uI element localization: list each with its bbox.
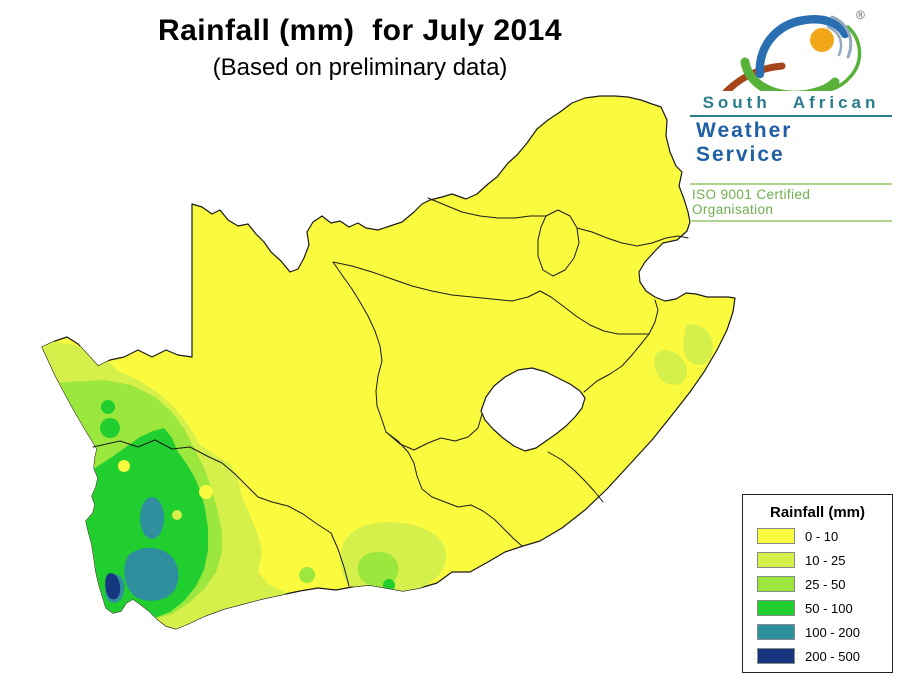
border-northwest-northerncape-freestate <box>332 261 387 433</box>
saws-logo: ® South African Weather Service ISO 9001… <box>690 5 892 222</box>
logo-name-line2: Weather Service <box>696 119 793 166</box>
legend-item: 10 - 25 <box>757 552 892 568</box>
border-western-cape <box>92 439 350 587</box>
border-mpumalanga-kwazulunatal <box>648 299 659 335</box>
legend-swatch-25-50 <box>757 576 795 592</box>
legend-title: Rainfall (mm) <box>769 504 865 521</box>
border-freestate-easterncape <box>385 413 483 451</box>
legend-item: 0 - 10 <box>757 528 892 544</box>
legend-label: 100 - 200 <box>805 624 860 640</box>
border-gauteng <box>537 209 580 277</box>
legend-swatch-50-100 <box>757 600 795 616</box>
legend-swatch-100-200 <box>757 624 795 640</box>
swoosh-green-outer-arc <box>827 25 862 91</box>
rainfall-region-200-500 <box>105 573 121 600</box>
province-borders <box>92 197 689 587</box>
border-freestate-kwazulunatal <box>583 333 650 393</box>
border-easterncape-kwazulunatal <box>547 451 604 503</box>
logo-divider <box>690 115 892 117</box>
legend-item: 200 - 500 <box>757 648 892 664</box>
border-limpopo-south <box>427 197 689 247</box>
swoosh-gray-outer-arc <box>830 15 853 59</box>
legend-label: 25 - 50 <box>805 576 846 592</box>
legend-swatch-0-10 <box>757 528 795 544</box>
rainfall-low-spots <box>118 460 213 520</box>
iso-certification-text: ISO 9001 Certified Organisation <box>692 187 811 217</box>
swoosh-blue-arc <box>755 15 850 79</box>
legend-label: 10 - 25 <box>805 552 846 568</box>
registered-mark: ® <box>856 8 865 22</box>
border-northerncape-easterncape <box>385 431 523 547</box>
legend-item: 25 - 50 <box>757 576 892 592</box>
swoosh-sun-icon <box>810 28 834 52</box>
swoosh-green-arc <box>740 57 840 91</box>
legend-item: 50 - 100 <box>757 600 892 616</box>
legend-swatch-10-25 <box>757 552 795 568</box>
title-block: Rainfall (mm) for July 2014 (Based on pr… <box>110 14 610 82</box>
legend-item: 100 - 200 <box>757 624 892 640</box>
iso-rule-top <box>690 183 892 185</box>
page-title: Rainfall (mm) for July 2014 <box>157 14 563 47</box>
saws-swoosh-icon: ® <box>722 8 865 91</box>
map-legend: Rainfall (mm) 0 - 10 10 - 25 25 - 50 50 … <box>742 494 893 673</box>
border-northwest-freestate-mpumalanga <box>332 261 650 335</box>
page-subtitle: (Based on preliminary data) <box>212 54 508 81</box>
swoosh-gray-inner-arc <box>826 25 843 57</box>
logo-name-line1: South African <box>702 93 880 112</box>
legend-swatch-200-500 <box>757 648 795 664</box>
iso-rule-bottom <box>690 220 892 222</box>
legend-label: 200 - 500 <box>805 648 860 664</box>
legend-label: 50 - 100 <box>805 600 853 616</box>
lesotho-area <box>480 367 586 452</box>
legend-label: 0 - 10 <box>805 528 839 544</box>
